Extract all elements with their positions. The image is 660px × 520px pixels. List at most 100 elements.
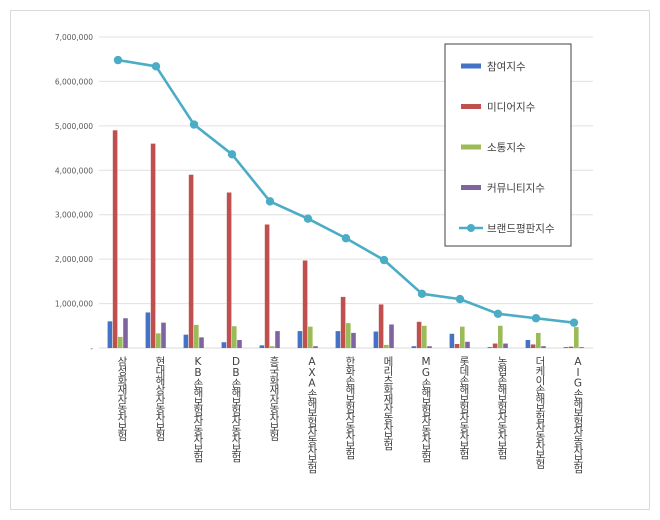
legend-marker — [467, 224, 475, 232]
bar — [183, 334, 189, 348]
bar — [503, 343, 508, 348]
chart-svg: - 1,000,000 2,000,000 3,000,000 4,000,000 5,0… — [55, 33, 593, 473]
bar — [199, 337, 204, 348]
bar — [449, 333, 455, 348]
bar — [270, 346, 275, 348]
bar — [145, 312, 151, 348]
bars — [107, 130, 584, 348]
bar — [579, 347, 584, 348]
line-point — [113, 55, 123, 65]
bar — [416, 321, 422, 348]
bar — [150, 143, 156, 348]
line-point — [151, 62, 161, 71]
line-point — [531, 314, 541, 323]
legend-label: 소통지수 — [487, 142, 526, 154]
x-category-label: MG손해보험자동차보험 — [420, 356, 432, 462]
bar — [563, 347, 569, 348]
legend-label: 미디어지수 — [487, 102, 536, 114]
bar — [492, 343, 498, 348]
line-point — [417, 289, 427, 298]
x-category-label: 한화손해보험자동차보험 — [344, 356, 356, 459]
x-category-label: 현대해상자동차보험 — [154, 356, 166, 441]
bar — [188, 174, 194, 348]
bar — [530, 344, 536, 348]
bar — [221, 342, 227, 348]
bar — [237, 340, 242, 348]
y-axis-ticks: - 1,000,000 2,000,000 3,000,000 4,000,000 5,0… — [55, 33, 93, 353]
x-category-label: AIG손해보험자동차보험 — [572, 356, 584, 473]
bar — [346, 323, 351, 348]
x-category-label: 농협손해보험자동차보험 — [496, 356, 508, 459]
legend-label: 브랜드평판지수 — [487, 223, 555, 235]
line-point — [569, 318, 579, 327]
bar — [194, 324, 199, 348]
bar — [264, 224, 270, 348]
bar — [536, 332, 541, 348]
line-point — [341, 234, 351, 243]
bar — [340, 296, 346, 348]
line-point — [227, 150, 237, 159]
chart-frame: - 1,000,000 2,000,000 3,000,000 4,000,000 5,0… — [10, 10, 650, 510]
bar — [427, 346, 432, 348]
bar — [460, 326, 465, 348]
bar — [487, 347, 493, 348]
bar — [498, 325, 503, 348]
y-tick-label: 4,000,000 — [55, 166, 93, 175]
line-point — [303, 214, 313, 223]
gridlines — [99, 36, 593, 349]
line-point — [265, 197, 275, 206]
x-category-label: 흥국화재자동차보험 — [268, 355, 280, 440]
bar — [541, 346, 546, 348]
bar — [118, 336, 123, 348]
x-category-label: DB손해보험자동차보험 — [230, 356, 242, 462]
y-tick-label: 2,000,000 — [55, 255, 93, 264]
bar — [297, 331, 303, 348]
line-point — [455, 294, 465, 304]
bar — [302, 260, 308, 348]
line-point — [379, 255, 389, 265]
bar — [411, 346, 417, 348]
bar — [465, 341, 470, 348]
legend-swatch — [461, 185, 481, 190]
legend-swatch — [461, 63, 481, 69]
legend-label: 커뮤니티지수 — [487, 183, 545, 195]
bar — [112, 130, 118, 348]
brand-index-line — [113, 55, 579, 327]
bar — [351, 332, 356, 348]
bar — [454, 344, 460, 348]
x-category-label: AXA손해보험자동차보험 — [306, 356, 318, 473]
bar — [568, 346, 574, 348]
bar — [226, 192, 232, 348]
bar — [161, 322, 166, 348]
bar — [384, 344, 389, 348]
bar — [422, 325, 427, 348]
x-category-label: KB손해보험자동차보험 — [192, 356, 204, 462]
y-tick-label: 1,000,000 — [55, 300, 93, 309]
bar — [389, 324, 394, 348]
x-axis-labels: 삼성화재자동차보험 현대해상자동차보험 KB손해보험자동차보험 DB손해보험자동차보험… — [116, 355, 584, 473]
bar — [123, 318, 128, 348]
y-tick-label: - — [90, 344, 93, 353]
legend-label: 참여지수 — [487, 61, 526, 73]
bar — [378, 304, 384, 348]
bar — [156, 333, 161, 348]
x-category-label: 메리츠화재자동차보험 — [382, 356, 394, 450]
y-tick-label: 6,000,000 — [55, 77, 93, 86]
line-point — [493, 309, 503, 318]
bar — [107, 321, 113, 348]
bar — [308, 326, 313, 348]
bar — [232, 326, 237, 348]
bar — [259, 345, 265, 348]
bar — [335, 331, 341, 348]
x-category-label: 롯데손해보험자동차보험 — [458, 356, 470, 459]
bar — [574, 327, 579, 348]
y-tick-label: 7,000,000 — [55, 33, 93, 42]
legend-swatch — [461, 104, 481, 109]
legend-swatch — [461, 144, 481, 150]
x-category-label: 더케이손해보험자동차보험 — [534, 356, 546, 469]
bar — [275, 331, 280, 348]
bar — [525, 340, 531, 348]
y-tick-label: 5,000,000 — [55, 122, 93, 131]
x-category-label: 삼성화재자동차보험 — [116, 356, 128, 441]
